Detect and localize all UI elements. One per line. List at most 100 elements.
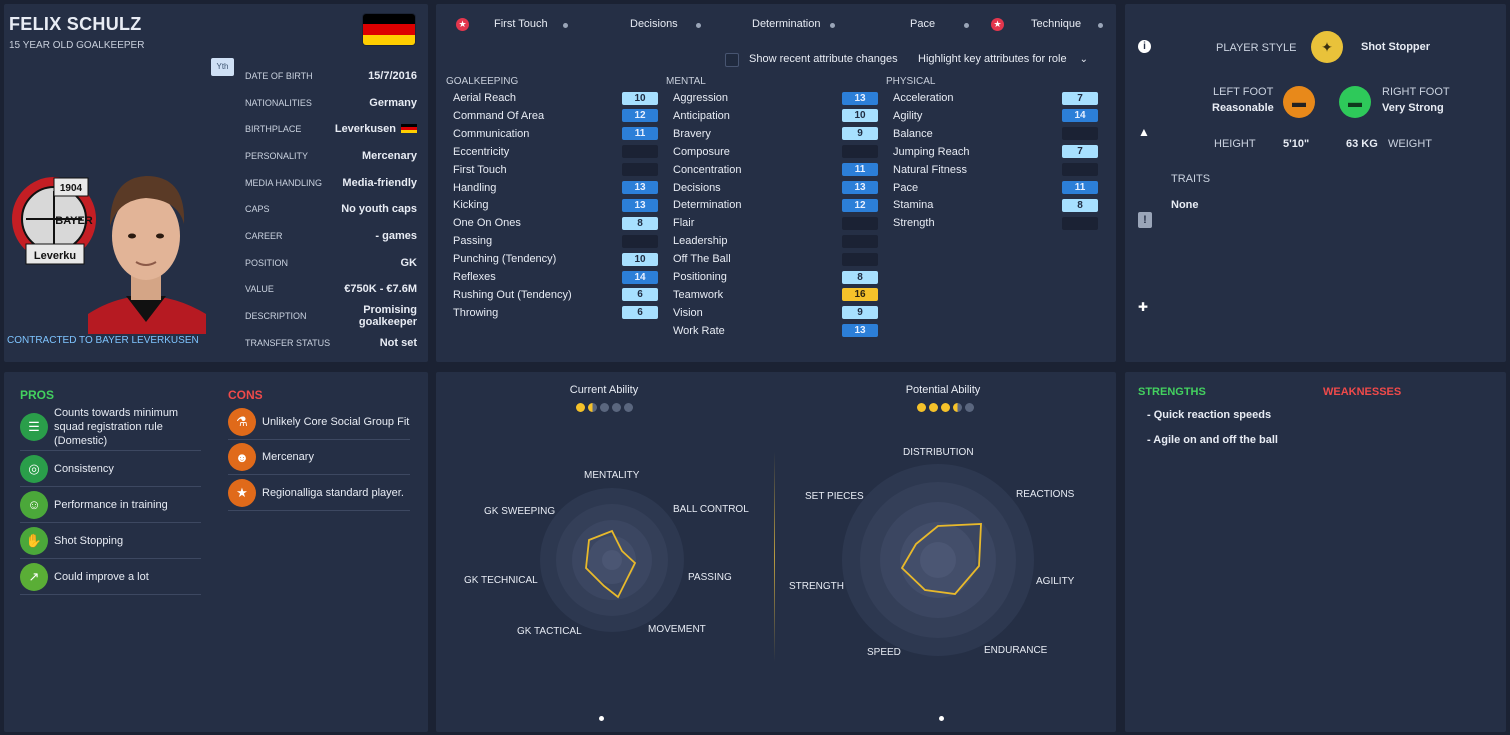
info-value[interactable]: Leverkusen bbox=[334, 122, 396, 135]
tab-pace[interactable]: Pace bbox=[910, 18, 936, 30]
attribute-value-badge: 13 bbox=[622, 181, 658, 194]
attribute-tabs: ★ First Touch Decisions Determination Pa… bbox=[436, 4, 1116, 44]
attribute-row[interactable]: Command Of Area 12 bbox=[446, 107, 658, 125]
star-icon: ★ bbox=[228, 478, 256, 507]
info-key: DATE OF BIRTH bbox=[245, 70, 313, 81]
attribute-row[interactable]: Acceleration 7 bbox=[886, 89, 1098, 107]
attribute-row[interactable]: Stamina 8 bbox=[886, 196, 1098, 214]
attribute-name: Command Of Area bbox=[453, 109, 545, 122]
tab-first-touch[interactable]: First Touch bbox=[494, 18, 548, 30]
attribute-row[interactable]: Balance bbox=[886, 125, 1098, 143]
attribute-row[interactable]: Reflexes 14 bbox=[446, 268, 658, 286]
attribute-row[interactable]: Concentration 11 bbox=[666, 161, 878, 179]
attribute-value-badge: 14 bbox=[622, 270, 658, 284]
attribute-row[interactable]: Off The Ball bbox=[666, 250, 878, 268]
attribute-row[interactable]: Positioning 8 bbox=[666, 268, 878, 286]
info-date-of-birth: DATE OF BIRTH 15/7/2016 bbox=[245, 62, 417, 89]
attribute-row[interactable]: Pace 11 bbox=[886, 179, 1098, 197]
right-foot-value: Very Strong bbox=[1382, 102, 1444, 114]
medical-bag-icon[interactable]: ✚ bbox=[1138, 300, 1149, 314]
contract-link[interactable]: CONTRACTED TO BAYER LEVERKUSEN bbox=[7, 335, 199, 346]
dot-icon bbox=[696, 23, 701, 28]
attribute-row[interactable]: Determination 12 bbox=[666, 196, 878, 214]
attribute-name: Concentration bbox=[673, 163, 742, 176]
attribute-name: Strength bbox=[893, 217, 935, 230]
attribute-row[interactable]: Composure bbox=[666, 143, 878, 161]
star-icon: ★ bbox=[456, 18, 469, 31]
attribute-row[interactable]: First Touch bbox=[446, 161, 658, 179]
pager-dot[interactable] bbox=[599, 716, 604, 721]
current-ability-title: Current Ability bbox=[569, 384, 639, 396]
attribute-row[interactable]: Agility 14 bbox=[886, 107, 1098, 125]
attribute-value-badge bbox=[842, 216, 878, 230]
strengths-panel: STRENGTHS WEAKNESSES - Quick reaction sp… bbox=[1125, 372, 1506, 732]
attribute-row[interactable]: Aerial Reach 10 bbox=[446, 89, 658, 107]
highlight-role-dropdown[interactable]: Highlight key attributes for role ⌄ bbox=[910, 50, 1096, 70]
attributes-panel: ★ First Touch Decisions Determination Pa… bbox=[436, 4, 1116, 362]
player-photo: 1904 BAYER Leverku bbox=[6, 164, 214, 334]
attribute-name: Decisions bbox=[673, 181, 721, 194]
con-text: Regionalliga standard player. bbox=[262, 486, 404, 499]
attribute-row[interactable]: Communication 11 bbox=[446, 125, 658, 143]
attribute-row[interactable]: One On Ones 8 bbox=[446, 214, 658, 232]
current-radar-rings bbox=[540, 488, 684, 632]
attribute-row[interactable]: Kicking 13 bbox=[446, 196, 658, 214]
attribute-row[interactable]: Aggression 13 bbox=[666, 89, 878, 107]
show-changes-label[interactable]: Show recent attribute changes bbox=[749, 53, 898, 65]
radar-label-distribution: DISTRIBUTION bbox=[903, 447, 974, 458]
info-key: VALUE bbox=[245, 283, 274, 294]
attribute-row[interactable]: Handling 13 bbox=[446, 179, 658, 197]
weight-label: WEIGHT bbox=[1388, 138, 1432, 150]
radar-charts bbox=[540, 464, 1034, 656]
attribute-name: Rushing Out (Tendency) bbox=[453, 288, 572, 301]
profile-panel: FELIX SCHULZ 15 YEAR OLD GOALKEEPER Yth … bbox=[4, 4, 428, 362]
pro-consistency: ◎ Consistency bbox=[20, 451, 201, 487]
info-key: PERSONALITY bbox=[245, 150, 309, 161]
attribute-row[interactable]: Punching (Tendency) 10 bbox=[446, 250, 658, 268]
cons-title: CONS bbox=[228, 388, 263, 402]
attribute-row[interactable]: Decisions 13 bbox=[666, 179, 878, 197]
attribute-row[interactable]: Teamwork 16 bbox=[666, 286, 878, 304]
attribute-row[interactable]: Vision 9 bbox=[666, 304, 878, 322]
attribute-row[interactable]: Leadership bbox=[666, 232, 878, 250]
attribute-row[interactable]: Strength bbox=[886, 214, 1098, 232]
tab-technique[interactable]: Technique bbox=[1031, 18, 1082, 30]
con-text: Unlikely Core Social Group Fit bbox=[262, 415, 410, 428]
highlight-role-label: Highlight key attributes for role bbox=[918, 53, 1067, 65]
tab-determination[interactable]: Determination bbox=[752, 18, 821, 30]
pager-dot[interactable] bbox=[939, 716, 944, 721]
attribute-row[interactable]: Jumping Reach 7 bbox=[886, 143, 1098, 161]
attribute-row[interactable]: Eccentricity bbox=[446, 143, 658, 161]
right-foot-label: RIGHT FOOT bbox=[1382, 86, 1450, 98]
pro-improve: ↗ Could improve a lot bbox=[20, 559, 201, 595]
tab-decisions[interactable]: Decisions bbox=[630, 18, 678, 30]
attribute-row[interactable]: Anticipation 10 bbox=[666, 107, 878, 125]
info-key: CAPS bbox=[245, 203, 270, 214]
attribute-value-badge: 9 bbox=[842, 127, 878, 141]
boot-icon[interactable]: ▲ bbox=[1138, 125, 1150, 139]
info-key: POSITION bbox=[245, 257, 289, 268]
attribute-row[interactable]: Throwing 6 bbox=[446, 304, 658, 322]
attribute-row[interactable]: Work Rate 13 bbox=[666, 322, 878, 340]
chevron-down-icon: ⌄ bbox=[1079, 54, 1088, 65]
con-mercenary: ☻ Mercenary bbox=[228, 440, 410, 475]
birthplace-value-wrap: Leverkusen bbox=[335, 123, 417, 135]
attribute-row[interactable]: Bravery 9 bbox=[666, 125, 878, 143]
attribute-row[interactable]: Rushing Out (Tendency) 6 bbox=[446, 286, 658, 304]
info-icon[interactable]: i bbox=[1138, 40, 1151, 53]
attribute-value-badge bbox=[622, 145, 658, 159]
mental-title: MENTAL bbox=[666, 76, 706, 87]
attribute-row[interactable]: Natural Fitness bbox=[886, 161, 1098, 179]
pro-text: Performance in training bbox=[54, 498, 168, 511]
info-value[interactable]: Germany bbox=[369, 96, 417, 109]
dot-icon bbox=[563, 23, 568, 28]
attribute-row[interactable]: Passing bbox=[446, 232, 658, 250]
attribute-name: Vision bbox=[673, 306, 703, 319]
attribute-row[interactable]: Flair bbox=[666, 214, 878, 232]
alert-icon[interactable]: ! bbox=[1138, 212, 1152, 228]
rating-star-icon bbox=[612, 403, 621, 412]
show-changes-checkbox[interactable] bbox=[725, 53, 739, 67]
radar-label-movement: MOVEMENT bbox=[648, 624, 706, 635]
radar-label-mentality: MENTALITY bbox=[584, 470, 640, 481]
rating-star-icon bbox=[624, 403, 633, 412]
